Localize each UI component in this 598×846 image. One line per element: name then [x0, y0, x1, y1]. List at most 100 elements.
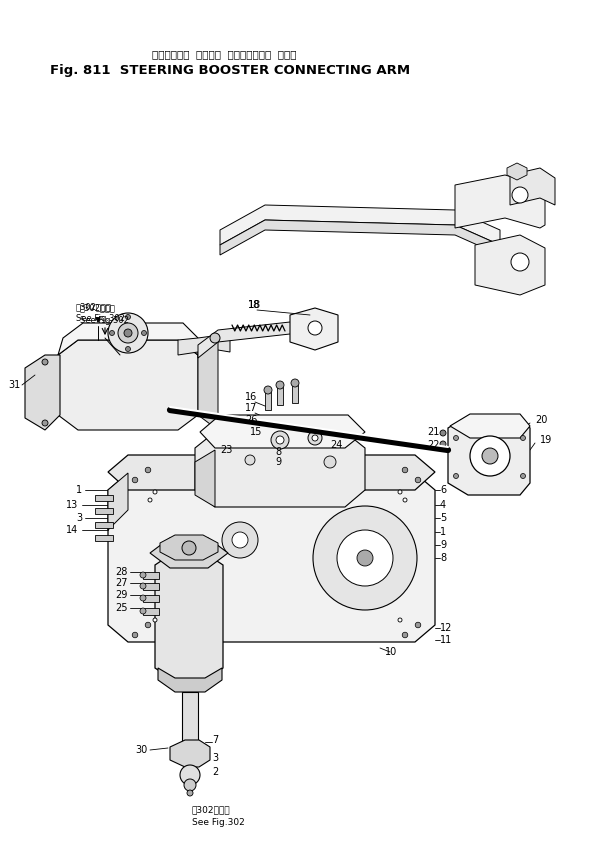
Polygon shape — [195, 432, 365, 507]
Text: 28: 28 — [115, 567, 128, 577]
Text: 1: 1 — [76, 485, 82, 495]
Polygon shape — [198, 340, 218, 430]
Circle shape — [140, 608, 146, 614]
Circle shape — [511, 253, 529, 271]
Text: 第302図参照: 第302図参照 — [76, 303, 112, 311]
Text: 6: 6 — [440, 485, 446, 495]
Polygon shape — [25, 355, 60, 430]
Text: 3: 3 — [212, 753, 218, 763]
Polygon shape — [198, 322, 310, 358]
Bar — [95, 522, 113, 528]
Circle shape — [145, 467, 151, 473]
Text: 23: 23 — [220, 445, 233, 455]
Bar — [292, 385, 298, 403]
Circle shape — [308, 431, 322, 445]
Text: 18: 18 — [248, 300, 261, 310]
Text: 14: 14 — [66, 525, 78, 535]
Text: 第302図参照: 第302図参照 — [192, 805, 231, 815]
Text: 8: 8 — [275, 447, 281, 457]
Polygon shape — [58, 323, 198, 355]
Circle shape — [337, 530, 393, 586]
Circle shape — [182, 541, 196, 555]
Circle shape — [187, 790, 193, 796]
Polygon shape — [475, 235, 545, 295]
Circle shape — [312, 435, 318, 441]
Text: 21: 21 — [428, 427, 440, 437]
Circle shape — [324, 456, 336, 468]
Text: See Fig.302: See Fig.302 — [76, 314, 125, 322]
Text: 3: 3 — [76, 513, 82, 523]
Circle shape — [180, 765, 200, 785]
Circle shape — [482, 448, 498, 464]
Polygon shape — [220, 220, 500, 255]
Bar — [95, 535, 113, 541]
Text: 1: 1 — [440, 527, 446, 537]
Polygon shape — [58, 340, 198, 430]
Text: 26: 26 — [245, 415, 257, 425]
Circle shape — [402, 632, 408, 638]
Text: 16: 16 — [245, 392, 257, 402]
Text: 20: 20 — [535, 415, 547, 425]
Circle shape — [126, 347, 130, 351]
Circle shape — [403, 498, 407, 502]
Circle shape — [402, 467, 408, 473]
Polygon shape — [160, 535, 218, 560]
Circle shape — [184, 779, 196, 791]
Circle shape — [126, 315, 130, 320]
Text: 11: 11 — [440, 635, 452, 645]
Bar — [95, 508, 113, 514]
Bar — [95, 495, 113, 501]
Polygon shape — [200, 415, 365, 448]
Bar — [143, 595, 159, 602]
Circle shape — [276, 381, 284, 389]
Text: 15: 15 — [250, 427, 263, 437]
Circle shape — [520, 474, 526, 479]
Text: 5: 5 — [440, 513, 446, 523]
Circle shape — [232, 532, 248, 548]
Circle shape — [245, 455, 255, 465]
Text: 27: 27 — [115, 578, 128, 588]
Text: 9: 9 — [275, 457, 281, 467]
Circle shape — [142, 331, 147, 336]
Circle shape — [398, 618, 402, 622]
Circle shape — [109, 331, 114, 336]
Circle shape — [470, 436, 510, 476]
Circle shape — [512, 187, 528, 203]
Text: 19: 19 — [540, 435, 552, 445]
Polygon shape — [170, 740, 210, 767]
Polygon shape — [455, 175, 545, 228]
Text: 12: 12 — [440, 623, 452, 633]
Text: 7: 7 — [212, 735, 218, 745]
Circle shape — [357, 550, 373, 566]
Circle shape — [276, 436, 284, 444]
Text: See Fig.302: See Fig.302 — [80, 316, 129, 325]
Bar — [182, 692, 198, 747]
Circle shape — [313, 506, 417, 610]
Circle shape — [153, 618, 157, 622]
Circle shape — [153, 490, 157, 494]
Polygon shape — [450, 414, 530, 438]
Text: ステアリング  ブースタ  コネクティング  アーム: ステアリング ブースタ コネクティング アーム — [152, 49, 297, 59]
Bar — [143, 583, 159, 590]
Circle shape — [108, 313, 148, 353]
Circle shape — [210, 333, 220, 343]
Polygon shape — [220, 205, 500, 245]
Circle shape — [118, 323, 138, 343]
Bar — [277, 387, 283, 405]
Circle shape — [140, 572, 146, 578]
Circle shape — [124, 329, 132, 337]
Circle shape — [440, 430, 446, 436]
Circle shape — [264, 386, 272, 394]
Circle shape — [145, 622, 151, 628]
Polygon shape — [510, 168, 555, 205]
Text: 24: 24 — [330, 440, 343, 450]
Circle shape — [308, 321, 322, 335]
Text: 13: 13 — [66, 500, 78, 510]
Circle shape — [222, 522, 258, 558]
Circle shape — [291, 379, 299, 387]
Text: 2: 2 — [212, 767, 218, 777]
Polygon shape — [448, 416, 530, 495]
Polygon shape — [507, 163, 527, 180]
Text: 31: 31 — [8, 380, 20, 390]
Text: 22: 22 — [428, 440, 440, 450]
